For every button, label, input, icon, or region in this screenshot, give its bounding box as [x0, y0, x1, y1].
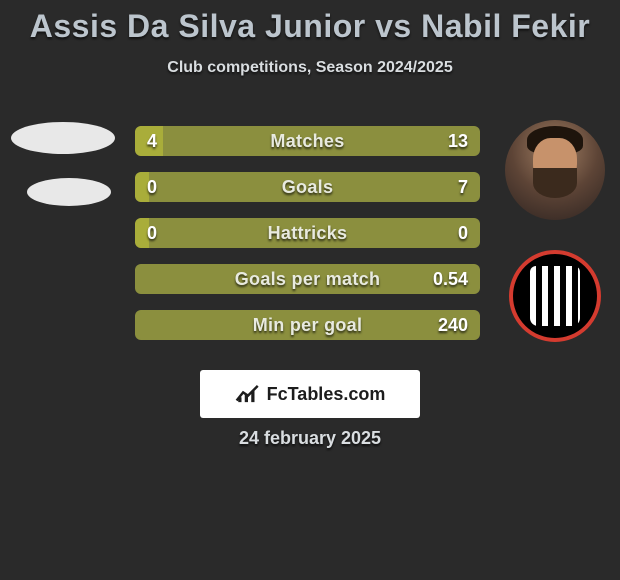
stat-value-right: 7	[458, 172, 468, 202]
stat-value-right: 240	[438, 310, 468, 340]
chart-icon	[235, 383, 261, 405]
stat-label: Goals per match	[135, 264, 480, 294]
stat-value-right: 0.54	[433, 264, 468, 294]
stat-value-right: 0	[458, 218, 468, 248]
stat-bar-min-per-goal: Min per goal 240	[135, 310, 480, 340]
left-club-badge-placeholder	[27, 178, 111, 206]
al-jazira-club-icon	[509, 250, 601, 342]
stat-bars: 4 Matches 13 0 Goals 7 0 Hattricks 0 Goa…	[135, 126, 480, 340]
right-player-column	[500, 120, 610, 342]
stat-bar-matches: 4 Matches 13	[135, 126, 480, 156]
footer-date: 24 february 2025	[0, 428, 620, 449]
stat-label: Matches	[135, 126, 480, 156]
left-player-column	[8, 122, 118, 206]
fctables-badge[interactable]: FcTables.com	[200, 370, 420, 418]
left-player-avatar-placeholder	[11, 122, 115, 154]
stat-bar-goals: 0 Goals 7	[135, 172, 480, 202]
stat-bar-hattricks: 0 Hattricks 0	[135, 218, 480, 248]
stat-value-right: 13	[448, 126, 468, 156]
stat-label: Goals	[135, 172, 480, 202]
right-player-avatar	[505, 120, 605, 220]
stat-label: Hattricks	[135, 218, 480, 248]
stat-bar-goals-per-match: Goals per match 0.54	[135, 264, 480, 294]
page-subtitle: Club competitions, Season 2024/2025	[0, 59, 620, 77]
page-title: Assis Da Silva Junior vs Nabil Fekir	[0, 0, 620, 45]
stat-label: Min per goal	[135, 310, 480, 340]
fctables-label: FcTables.com	[267, 384, 386, 405]
